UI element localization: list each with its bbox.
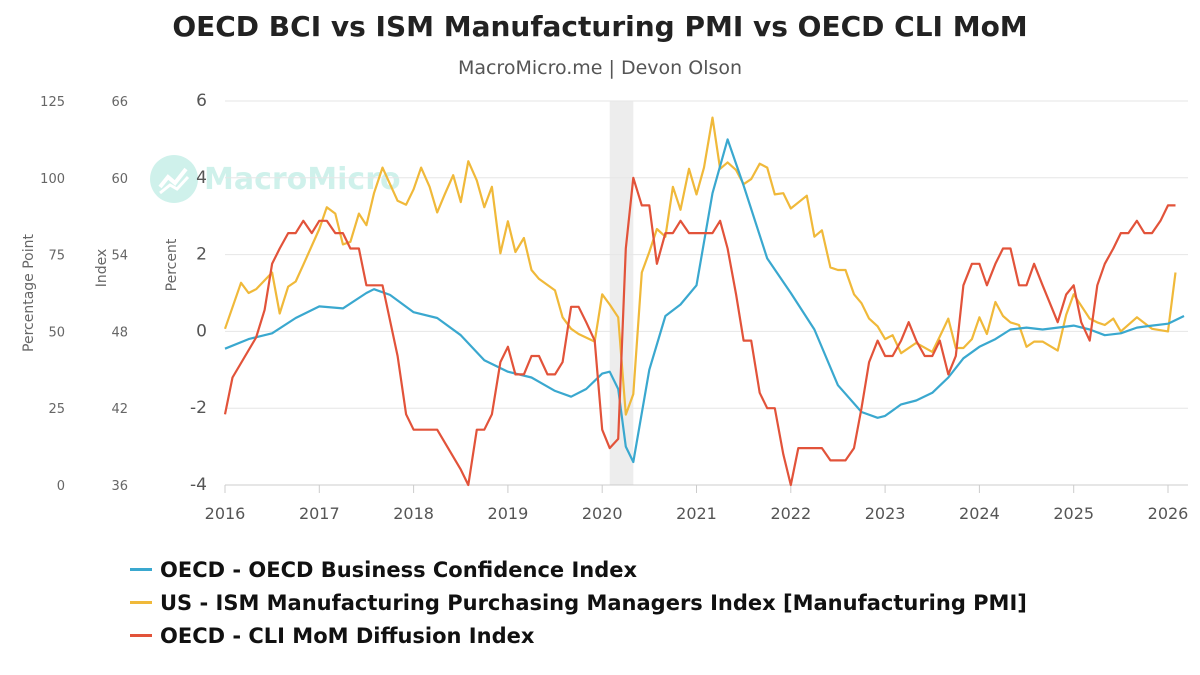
y-tick-label-percent: 4 (196, 168, 207, 188)
y-tick-label-percent: 6 (196, 91, 207, 111)
chart-title: OECD BCI vs ISM Manufacturing PMI vs OEC… (172, 10, 1028, 43)
y-tick-label-percentage-point: 125 (40, 95, 65, 110)
x-tick-label: 2016 (205, 504, 246, 523)
legend-swatch-pmi (130, 601, 152, 604)
legend-item-bci[interactable]: OECD - OECD Business Confidence Index (130, 553, 1027, 586)
y-tick-label-percent: -2 (190, 398, 207, 418)
y-tick-label-percentage-point: 50 (48, 325, 65, 340)
y-tick-label-index: 54 (111, 249, 128, 264)
legend-item-cli[interactable]: OECD - CLI MoM Diffusion Index (130, 619, 1027, 652)
y-axis-title-percentage-point: Percentage Point (21, 234, 37, 352)
legend: OECD - OECD Business Confidence Index US … (130, 553, 1027, 652)
watermark-text: MacroMicro (204, 161, 401, 197)
watermark: MacroMicro (150, 155, 401, 203)
x-tick-label: 2020 (582, 504, 623, 523)
x-tick-label: 2022 (770, 504, 811, 523)
shaded-period-band (609, 101, 634, 485)
legend-item-pmi[interactable]: US - ISM Manufacturing Purchasing Manage… (130, 586, 1027, 619)
x-tick-label: 2024 (959, 504, 1000, 523)
x-tick-label: 2025 (1053, 504, 1094, 523)
y-tick-label-index: 42 (111, 402, 128, 417)
series-line-cli (223, 176, 1176, 487)
y-tick-label-index: 48 (111, 325, 128, 340)
y-tick-label-percentage-point: 25 (48, 402, 65, 417)
macromicro-logo-icon (150, 155, 198, 203)
x-tick-label: 2026 (1148, 504, 1189, 523)
y-tick-label-percent: 0 (196, 321, 207, 341)
y-tick-label-index: 36 (111, 479, 128, 494)
legend-label-cli: OECD - CLI MoM Diffusion Index (160, 623, 535, 648)
legend-swatch-bci (130, 568, 152, 571)
x-tick-label: 2018 (393, 504, 434, 523)
series-line-bci (224, 138, 1185, 464)
y-axis-title-percent: Percent (164, 238, 180, 291)
y-tick-label-percent: 2 (196, 245, 207, 265)
x-tick-label: 2019 (488, 504, 529, 523)
legend-label-pmi: US - ISM Manufacturing Purchasing Manage… (160, 590, 1027, 615)
y-tick-label-percentage-point: 0 (57, 479, 65, 494)
x-tick-label: 2023 (865, 504, 906, 523)
y-tick-label-percent: -4 (190, 475, 207, 495)
y-tick-label-percentage-point: 75 (48, 249, 65, 264)
series-line-pmi (223, 116, 1177, 416)
legend-label-bci: OECD - OECD Business Confidence Index (160, 557, 638, 582)
y-tick-label-index: 60 (111, 172, 128, 187)
y-tick-label-index: 66 (111, 95, 128, 110)
y-tick-label-percentage-point: 100 (40, 172, 65, 187)
y-axis-title-index: Index (94, 249, 110, 288)
legend-swatch-cli (130, 634, 152, 637)
x-tick-label: 2017 (299, 504, 340, 523)
chart-subtitle: MacroMicro.me | Devon Olson (457, 57, 743, 79)
x-tick-label: 2021 (676, 504, 717, 523)
